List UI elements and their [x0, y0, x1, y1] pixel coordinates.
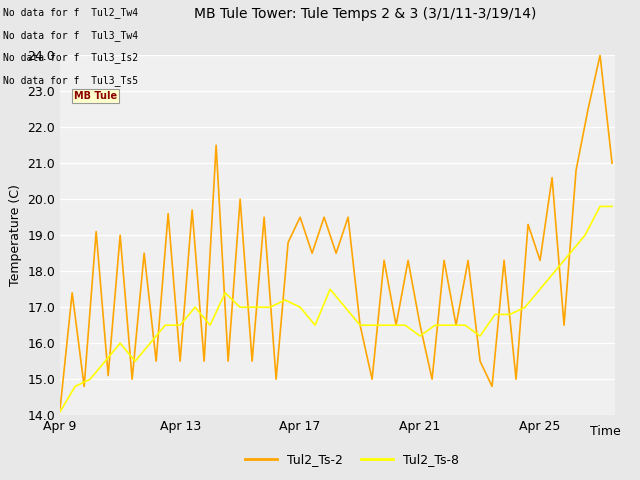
Line: Tul2_Ts-8: Tul2_Ts-8: [60, 206, 612, 412]
Tul2_Ts-2: [416, 323, 424, 328]
Tul2_Ts-2: [104, 373, 112, 379]
Tul2_Ts-2: [260, 215, 268, 220]
Tul2_Ts-2: [368, 376, 376, 382]
Tul2_Ts-2: [272, 376, 280, 382]
Tul2_Ts-2: [596, 52, 604, 58]
Tul2_Ts-2: [452, 323, 460, 328]
Tul2_Ts-8: [116, 340, 124, 346]
Tul2_Ts-2: [164, 211, 172, 216]
Tul2_Ts-8: [387, 323, 394, 328]
Tul2_Ts-8: [608, 204, 616, 209]
Tul2_Ts-2: [320, 215, 328, 220]
Tul2_Ts-8: [311, 323, 319, 328]
Tul2_Ts-2: [128, 376, 136, 382]
Text: Time: Time: [590, 425, 621, 438]
Tul2_Ts-8: [581, 232, 589, 238]
Tul2_Ts-2: [524, 221, 532, 227]
Tul2_Ts-8: [506, 312, 514, 317]
Tul2_Ts-2: [284, 240, 292, 245]
Tul2_Ts-8: [401, 323, 409, 328]
Tul2_Ts-2: [152, 359, 160, 364]
Tul2_Ts-8: [461, 323, 469, 328]
Tul2_Ts-8: [131, 359, 139, 364]
Tul2_Ts-2: [56, 405, 64, 411]
Tul2_Ts-2: [380, 257, 388, 263]
Tul2_Ts-8: [341, 304, 349, 310]
Tul2_Ts-8: [101, 359, 109, 364]
Tul2_Ts-2: [476, 359, 484, 364]
Tul2_Ts-2: [176, 359, 184, 364]
Tul2_Ts-8: [551, 268, 559, 274]
Tul2_Ts-2: [248, 359, 256, 364]
Tul2_Ts-2: [392, 323, 400, 328]
Tul2_Ts-8: [191, 304, 199, 310]
Tul2_Ts-2: [464, 257, 472, 263]
Tul2_Ts-2: [80, 384, 88, 389]
Tul2_Ts-2: [584, 107, 592, 112]
Text: No data for f  Tul2_Tw4: No data for f Tul2_Tw4: [3, 7, 138, 18]
Tul2_Ts-2: [140, 251, 148, 256]
Tul2_Ts-2: [68, 290, 76, 296]
Tul2_Ts-2: [224, 359, 232, 364]
Tul2_Ts-8: [236, 304, 244, 310]
Tul2_Ts-2: [92, 229, 100, 235]
Tul2_Ts-8: [296, 304, 304, 310]
Text: No data for f  Tul3_Tw4: No data for f Tul3_Tw4: [3, 30, 138, 41]
Tul2_Ts-2: [536, 257, 544, 263]
Tul2_Ts-2: [212, 143, 220, 148]
Tul2_Ts-2: [308, 251, 316, 256]
Tul2_Ts-2: [188, 207, 196, 213]
Text: MB Tule Tower: Tule Temps 2 & 3 (3/1/11-3/19/14): MB Tule Tower: Tule Temps 2 & 3 (3/1/11-…: [194, 7, 536, 21]
Tul2_Ts-2: [236, 196, 244, 202]
Tul2_Ts-8: [431, 323, 439, 328]
Tul2_Ts-8: [206, 323, 214, 328]
Tul2_Ts-8: [161, 323, 169, 328]
Tul2_Ts-2: [608, 160, 616, 166]
Tul2_Ts-8: [536, 286, 544, 292]
Tul2_Ts-8: [416, 333, 424, 339]
Text: MB Tule: MB Tule: [74, 91, 116, 101]
Tul2_Ts-8: [266, 304, 274, 310]
Tul2_Ts-2: [440, 257, 448, 263]
Tul2_Ts-8: [356, 323, 364, 328]
Tul2_Ts-8: [147, 340, 154, 346]
Tul2_Ts-8: [371, 323, 379, 328]
Tul2_Ts-8: [71, 384, 79, 389]
Tul2_Ts-8: [221, 290, 229, 296]
Tul2_Ts-2: [344, 215, 352, 220]
Line: Tul2_Ts-2: Tul2_Ts-2: [60, 55, 612, 408]
Tul2_Ts-2: [560, 323, 568, 328]
Tul2_Ts-8: [446, 323, 454, 328]
Tul2_Ts-8: [281, 297, 289, 303]
Tul2_Ts-2: [296, 215, 304, 220]
Tul2_Ts-2: [488, 384, 496, 389]
Tul2_Ts-2: [404, 257, 412, 263]
Tul2_Ts-8: [56, 409, 64, 415]
Tul2_Ts-2: [356, 323, 364, 328]
Tul2_Ts-8: [252, 304, 259, 310]
Tul2_Ts-2: [572, 168, 580, 173]
Tul2_Ts-2: [332, 251, 340, 256]
Tul2_Ts-8: [566, 251, 574, 256]
Tul2_Ts-8: [326, 286, 334, 292]
Tul2_Ts-2: [200, 359, 208, 364]
Tul2_Ts-2: [548, 175, 556, 180]
Tul2_Ts-2: [500, 257, 508, 263]
Legend: Tul2_Ts-2, Tul2_Ts-8: Tul2_Ts-2, Tul2_Ts-8: [241, 448, 463, 471]
Tul2_Ts-2: [512, 376, 520, 382]
Tul2_Ts-8: [476, 333, 484, 339]
Tul2_Ts-8: [86, 376, 94, 382]
Y-axis label: Temperature (C): Temperature (C): [9, 184, 22, 286]
Text: No data for f  Tul3_Is2: No data for f Tul3_Is2: [3, 52, 138, 63]
Tul2_Ts-8: [596, 204, 604, 209]
Tul2_Ts-8: [521, 304, 529, 310]
Tul2_Ts-8: [176, 323, 184, 328]
Tul2_Ts-8: [492, 312, 499, 317]
Text: No data for f  Tul3_Ts5: No data for f Tul3_Ts5: [3, 75, 138, 86]
Tul2_Ts-2: [428, 376, 436, 382]
Tul2_Ts-2: [116, 232, 124, 238]
